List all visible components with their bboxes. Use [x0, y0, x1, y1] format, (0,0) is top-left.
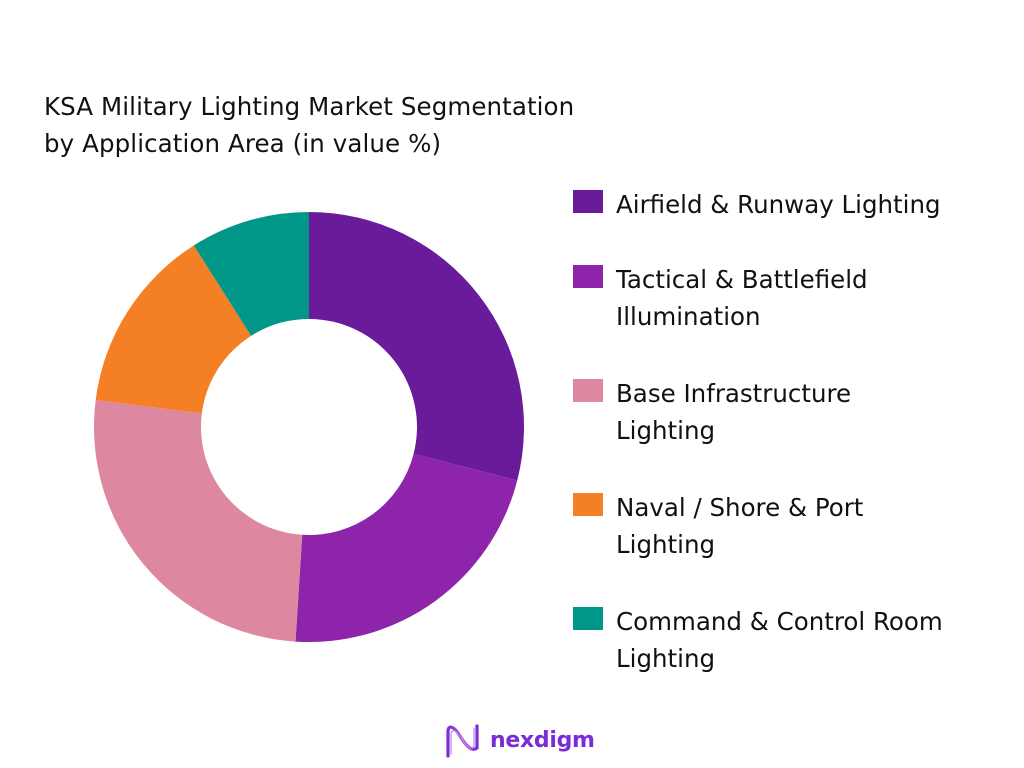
chart-title-line2: by Application Area (in value %) [44, 129, 442, 158]
legend-swatch-airfield [573, 190, 603, 213]
nexdigm-logo: nexdigm [444, 722, 595, 758]
legend-swatch-base [573, 379, 603, 402]
legend-label-naval-line1: Naval / Shore & Port [616, 493, 864, 522]
legend-label-tactical-line1: Tactical & Battlefield [616, 265, 868, 294]
legend-item-naval: Naval / Shore & Port Lighting [573, 489, 1006, 563]
chart-title: KSA Military Lighting Market Segmentatio… [44, 88, 684, 162]
donut-slice-airfield [309, 212, 524, 481]
donut-slice-command [193, 212, 309, 336]
logo-text: nexdigm [490, 727, 595, 753]
wave-n-icon [446, 724, 479, 758]
legend-item-command: Command & Control Room Lighting [573, 603, 1006, 677]
legend-label-tactical-line2: Illumination [616, 302, 761, 331]
chart-title-line1: KSA Military Lighting Market Segmentatio… [44, 92, 575, 121]
donut-slice-naval [95, 245, 252, 414]
legend-swatch-tactical [573, 265, 603, 288]
legend-swatch-command [573, 607, 603, 630]
legend-label-command-line2: Lighting [616, 644, 716, 673]
legend-item-base: Base Infrastructure Lighting [573, 375, 1006, 449]
legend-label-base-line1: Base Infrastructure [616, 379, 852, 408]
donut-slice-base [93, 400, 303, 642]
legend-item-tactical: Tactical & Battlefield Illumination [573, 261, 1006, 335]
legend-label-airfield: Airfield & Runway Lighting [616, 190, 941, 219]
legend-label-base-line2: Lighting [616, 416, 716, 445]
legend-item-airfield: Airfield & Runway Lighting [573, 186, 1006, 223]
legend-swatch-naval [573, 493, 603, 516]
legend-label-command-line1: Command & Control Room [616, 607, 943, 636]
legend-label-naval-line2: Lighting [616, 530, 716, 559]
donut-slice-tactical [295, 453, 518, 643]
donut-slices [93, 212, 524, 643]
